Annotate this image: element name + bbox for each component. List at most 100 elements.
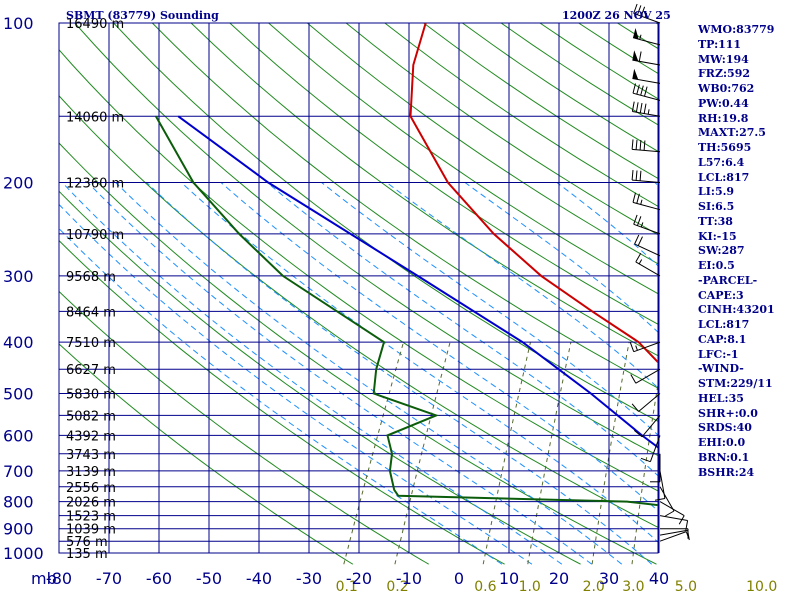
index-item: -WIND-: [698, 362, 744, 376]
temperature-tick-label: -20: [346, 569, 372, 588]
wind-barb-staff: [632, 148, 661, 153]
wind-barb-flag: [643, 140, 646, 151]
pressure-tick-label: 1000: [3, 544, 44, 563]
dewpoint-trace: [155, 115, 658, 507]
pressure-tick-label: 600: [3, 426, 34, 445]
dry-adiabat-line: [59, 290, 429, 565]
wind-barb-staff: [633, 341, 661, 353]
plot-frame: [58, 22, 659, 554]
index-item: CAPE:3: [698, 288, 744, 302]
wind-barb-flag: [634, 234, 640, 245]
parcel-trace: [177, 115, 658, 449]
dry-adiabat-line: [112, 23, 658, 422]
wind-barb: [632, 50, 661, 66]
chart-title: SBMT (83779) Sounding: [66, 9, 219, 22]
temperature-tick-label: 10: [499, 569, 519, 588]
height-label: 5830 m: [66, 388, 116, 403]
wind-barb: [631, 139, 661, 153]
wind-barb-flag: [636, 193, 640, 204]
wind-barb-flag: [631, 170, 634, 181]
dry-adiabat-line: [59, 343, 354, 565]
wind-barb-flag: [636, 216, 642, 226]
mixing-ratio-label: 0.2: [386, 579, 408, 595]
wind-barb-staff: [638, 393, 661, 412]
index-item: EI:0.5: [698, 259, 735, 272]
pressure-axis-unit: mb: [31, 569, 57, 588]
wind-barb-staff: [659, 531, 687, 542]
index-item: CINH:43201: [698, 303, 775, 317]
wind-barb-flag: [631, 139, 634, 150]
wind-barb-flag: [639, 170, 642, 181]
dry-adiabat-line: [59, 49, 658, 492]
wind-barb-flag: [633, 430, 643, 438]
index-item: SI:6.5: [698, 200, 735, 213]
wind-barb-pennant: [632, 68, 639, 80]
height-label: 12360 m: [66, 177, 124, 192]
temperature-tick-label: 30: [599, 569, 619, 588]
wind-barb-flag: [640, 85, 644, 96]
wind-barb: [633, 214, 661, 235]
wind-barb: [631, 101, 661, 117]
temperature-tick-label: -30: [296, 569, 322, 588]
wind-barb-flag: [630, 374, 637, 384]
wind-barb: [632, 68, 661, 84]
pressure-tick-label: 200: [3, 174, 34, 193]
wind-barb-flag: [631, 101, 635, 112]
wind-barb-half-flag: [640, 199, 643, 205]
index-item: BRN:0.1: [698, 450, 750, 464]
index-item: KI:-15: [698, 229, 737, 243]
moist-adiabat-line: [266, 182, 658, 477]
index-item: MW:194: [698, 52, 749, 66]
wind-barb: [631, 170, 661, 183]
index-item: STM:229/11: [698, 377, 773, 390]
wind-barb-flag: [687, 530, 690, 541]
height-label: 1523 m: [66, 510, 116, 525]
mixing-ratio-line: [482, 341, 531, 565]
height-label: 6627 m: [66, 363, 116, 378]
wind-barb-flag: [635, 102, 639, 113]
wind-barb-staff: [659, 529, 688, 536]
pressure-tick-label: 500: [3, 385, 34, 404]
pressure-tick-label: 900: [3, 520, 34, 539]
mixing-ratio-label: 1.0: [519, 579, 541, 595]
height-label: 1039 m: [66, 523, 116, 538]
wind-barb-flag: [635, 139, 638, 150]
index-item: PW:0.44: [698, 96, 749, 110]
wind-barb-staff: [632, 179, 661, 183]
wind-barb-flag: [636, 84, 640, 95]
wind-barb-staff: [649, 435, 661, 462]
wind-barb: [659, 486, 675, 517]
index-item: SHR+:0.0: [698, 406, 758, 420]
moist-adiabat-line: [321, 182, 658, 436]
height-label: 2556 m: [66, 481, 116, 496]
wind-barb-half-flag: [635, 345, 638, 351]
temperature-tick-label: 20: [549, 569, 569, 588]
temperature-tick-label: -50: [196, 569, 222, 588]
moist-adiabat-line: [61, 182, 563, 565]
wind-barb-staff: [633, 12, 661, 24]
height-label: 3139 m: [66, 465, 116, 480]
height-label: 8464 m: [66, 305, 116, 320]
wind-barb: [659, 529, 690, 541]
index-item: TP:111: [698, 37, 742, 51]
wind-barb-flag: [632, 83, 636, 94]
index-item: SW:287: [698, 244, 745, 258]
wind-barb: [632, 192, 661, 211]
index-item: MAXT:27.5: [698, 126, 766, 140]
wind-barb-flag: [639, 102, 643, 113]
index-item: TT:38: [698, 214, 733, 228]
index-item: HEL:35: [698, 391, 744, 405]
wind-barb-half-flag: [685, 531, 689, 537]
wind-barb-flag: [637, 236, 643, 246]
height-label: 3743 m: [66, 448, 116, 463]
wind-barb: [640, 435, 661, 463]
height-label: 5082 m: [66, 409, 116, 424]
wind-barb-flag: [629, 342, 635, 352]
temperature-tick-label: 40: [649, 569, 669, 588]
temperature-tick-label: -40: [246, 569, 272, 588]
index-item: -PARCEL-: [698, 273, 758, 287]
wind-barb-staff: [633, 223, 661, 235]
pressure-tick-label: 300: [3, 267, 34, 286]
temperature-trace: [409, 23, 658, 364]
